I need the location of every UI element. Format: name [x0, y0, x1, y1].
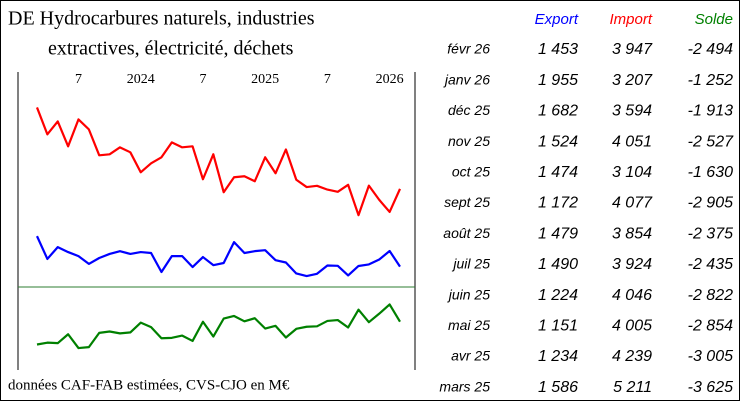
table-month: janv 26 [443, 71, 490, 87]
table-month: sept 25 [444, 194, 490, 210]
table-value: 4 046 [612, 287, 652, 304]
x-tick-label: 7 [75, 72, 82, 87]
table-month: juil 25 [451, 256, 490, 272]
table-value: 1 234 [538, 348, 578, 365]
table-value: -2 494 [688, 41, 733, 58]
table-month: mars 25 [439, 378, 490, 394]
table-value: 3 594 [612, 103, 652, 120]
legend-label: Solde [695, 11, 733, 28]
table-value: 4 239 [612, 348, 652, 365]
table-value: 1 151 [538, 318, 578, 335]
table-value: 1 490 [538, 256, 578, 273]
table-value: -1 630 [688, 164, 733, 181]
table-value: -2 822 [688, 287, 733, 304]
x-tick-label: 2026 [376, 72, 404, 87]
x-tick-label: 7 [324, 72, 331, 87]
table-value: -1 252 [688, 72, 733, 89]
table-value: -2 375 [688, 225, 733, 242]
table-value: 3 104 [612, 164, 652, 181]
table-value: -2 527 [688, 133, 734, 150]
table-value: 1 479 [538, 225, 578, 242]
table-value: 1 586 [538, 379, 578, 396]
x-tick-label: 7 [199, 72, 206, 87]
footnote: données CAF-FAB estimées, CVS-CJO en M€ [8, 377, 290, 393]
table-value: 1 524 [538, 133, 578, 150]
table-value: 1 172 [538, 195, 578, 212]
table-month: avr 25 [451, 348, 490, 364]
table-value: 3 854 [612, 225, 652, 242]
table-value: 3 947 [612, 41, 653, 58]
table-month: févr 26 [447, 41, 490, 57]
series-line [36, 303, 401, 350]
table-value: 1 453 [538, 41, 578, 58]
table-month: mai 25 [448, 317, 490, 333]
table-value: 4 005 [612, 318, 652, 335]
series-line [35, 107, 402, 217]
table-value: -3 625 [688, 379, 733, 396]
chart-title: DE Hydrocarbures naturels, industries [8, 8, 315, 30]
series-line [35, 235, 401, 278]
table-value: -2 435 [688, 256, 733, 273]
chart-title: extractives, électricité, déchets [48, 38, 294, 60]
x-tick-label: 2025 [251, 72, 279, 87]
table-value: -1 913 [688, 103, 733, 120]
table-value: 3 207 [612, 72, 653, 89]
table-value: 1 224 [538, 287, 578, 304]
table-month: oct 25 [452, 164, 490, 180]
legend-label: Import [609, 11, 652, 28]
table-month: nov 25 [448, 133, 490, 149]
table-value: 3 924 [612, 256, 652, 273]
x-tick-label: 2024 [127, 72, 155, 87]
table-value: 1 955 [538, 72, 578, 89]
table-value: -2 905 [688, 195, 733, 212]
table-value: 5 211 [613, 379, 652, 396]
table-value: -3 005 [688, 348, 733, 365]
table-month: juin 25 [447, 286, 490, 302]
table-value: 4 051 [612, 133, 652, 150]
legend-label: Export [535, 11, 579, 28]
table-value: 1 682 [538, 103, 578, 120]
table-month: août 25 [443, 225, 490, 241]
table-value: 1 474 [538, 164, 578, 181]
table-month: déc 25 [448, 102, 490, 118]
table-value: 4 077 [612, 195, 653, 212]
table-value: -2 854 [688, 318, 733, 335]
